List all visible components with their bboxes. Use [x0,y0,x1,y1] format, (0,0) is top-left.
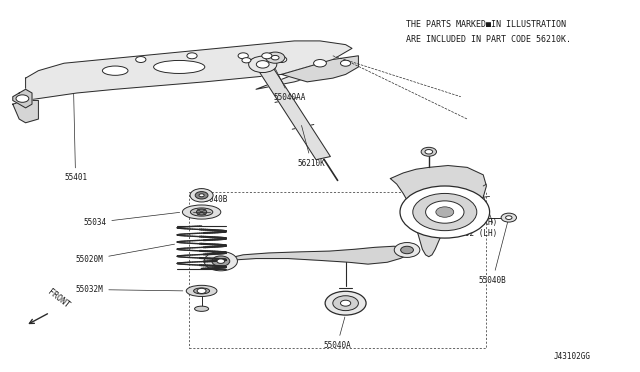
Polygon shape [214,246,413,264]
Ellipse shape [154,61,205,74]
Circle shape [195,192,208,199]
Circle shape [217,259,225,263]
Circle shape [276,57,287,62]
Text: 55020M: 55020M [76,244,175,264]
Text: 56210K: 56210K [298,125,325,167]
Circle shape [400,186,490,238]
Circle shape [436,207,454,217]
Text: J43102GG: J43102GG [554,352,591,361]
Circle shape [256,61,269,68]
Circle shape [506,216,512,219]
Circle shape [262,53,272,59]
Circle shape [199,194,204,197]
Circle shape [333,296,358,311]
Polygon shape [13,100,38,123]
Circle shape [266,52,285,63]
Text: 55040A: 55040A [323,317,351,350]
Circle shape [421,147,436,156]
Circle shape [136,57,146,62]
Circle shape [426,201,464,223]
Text: *55040B: *55040B [195,189,228,204]
Ellipse shape [186,285,217,296]
Ellipse shape [102,66,128,75]
Ellipse shape [195,306,209,311]
Text: ARE INCLUDED IN PART CODE 56210K.: ARE INCLUDED IN PART CODE 56210K. [406,35,572,44]
Circle shape [204,251,237,271]
Circle shape [16,95,29,102]
Text: FRONT: FRONT [46,287,71,310]
Circle shape [248,56,276,73]
Circle shape [212,256,230,266]
Polygon shape [282,56,358,82]
Circle shape [425,150,433,154]
Circle shape [325,291,366,315]
Text: 55401: 55401 [64,94,87,182]
Text: 55502 (LH): 55502 (LH) [451,229,497,238]
Circle shape [238,53,248,59]
Text: THE PARTS MARKED■IN ILLUSTRATION: THE PARTS MARKED■IN ILLUSTRATION [406,20,566,29]
Circle shape [394,243,420,257]
Ellipse shape [182,205,221,219]
Polygon shape [390,166,486,257]
Circle shape [197,288,206,294]
Text: 55032M: 55032M [76,285,183,294]
Polygon shape [13,89,32,108]
Circle shape [413,193,477,231]
Circle shape [196,209,207,215]
Circle shape [190,189,213,202]
Ellipse shape [191,208,212,216]
Circle shape [271,55,279,60]
Text: 55040AA: 55040AA [270,58,307,102]
Ellipse shape [193,288,210,294]
Circle shape [340,60,351,66]
Circle shape [501,213,516,222]
Circle shape [242,58,251,63]
Text: 55034: 55034 [83,212,180,227]
Circle shape [314,60,326,67]
Text: 55501 (RH): 55501 (RH) [451,218,497,227]
Polygon shape [26,41,352,100]
Text: 55040B: 55040B [479,220,508,285]
Circle shape [187,53,197,59]
Polygon shape [259,67,330,160]
Circle shape [340,300,351,306]
Circle shape [401,246,413,254]
